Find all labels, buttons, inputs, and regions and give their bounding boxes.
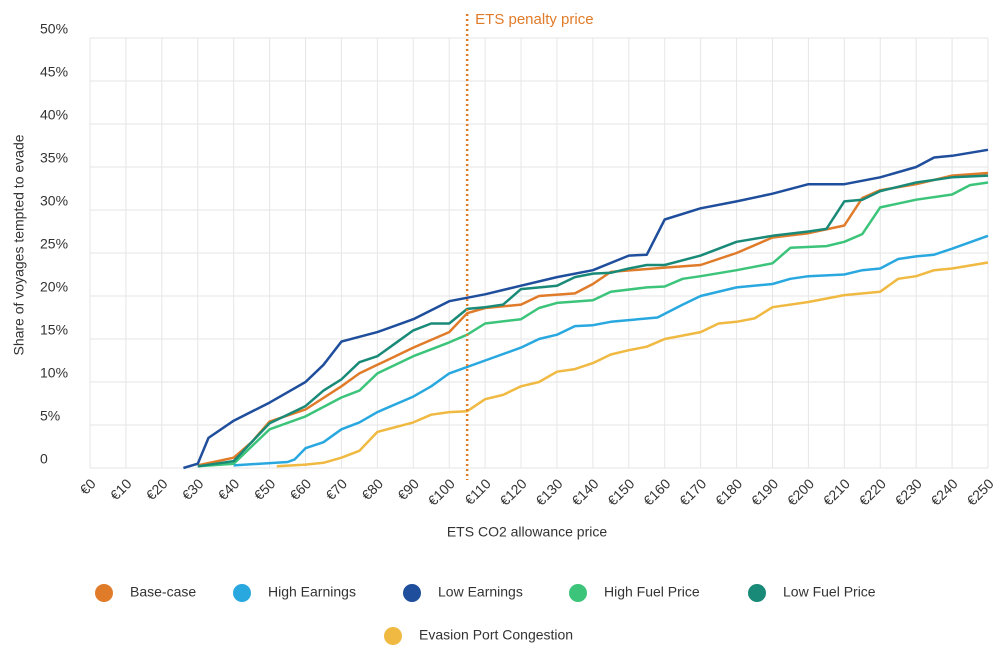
legend-label: Low Fuel Price [783,584,876,600]
x-tick-label: €20 [143,475,171,503]
x-tick-label: €200 [784,475,817,508]
x-tick-label: €160 [640,475,673,508]
y-tick-label: 50% [40,21,68,37]
y-tick-label: 35% [40,150,68,166]
x-tick-label: €190 [748,475,781,508]
y-tick-label: 15% [40,322,68,338]
y-tick-label: 20% [40,279,68,295]
legend-marker [569,584,587,602]
legend-marker [748,584,766,602]
x-tick-label: €100 [425,475,458,508]
x-tick-label: €110 [461,475,494,508]
y-tick-label: 30% [40,193,68,209]
x-tick-label: €10 [107,475,135,503]
legend-label: High Fuel Price [604,584,700,600]
legend-marker [384,627,402,645]
y-tick-label: 40% [40,107,68,123]
x-tick-label: €210 [820,475,853,508]
x-tick-label: €120 [496,475,529,508]
x-tick-label: €180 [712,475,745,508]
y-axis-title: Share of voyages tempted to evade [11,134,27,355]
x-tick-label: €240 [927,475,960,508]
x-tick-label: €170 [676,475,709,508]
legend-marker [95,584,113,602]
series-line [197,171,989,467]
series-line [233,234,989,467]
y-tick-label: 5% [40,408,60,424]
series-line [197,181,989,468]
legend-label: Low Earnings [438,584,523,600]
annotation-text: ETS penalty price [475,11,593,28]
legend-marker [403,584,421,602]
x-tick-label: €230 [892,475,925,508]
series-line [183,148,989,470]
series-line [197,174,989,468]
x-tick-label: €140 [568,475,601,508]
series-line [276,261,989,468]
legend-label: Base-case [130,584,196,600]
x-tick-label: €50 [251,475,279,503]
y-tick-label: 10% [40,365,68,381]
x-tick-label: €220 [856,475,889,508]
x-tick-label: €70 [322,475,350,503]
x-tick-label: €30 [179,475,207,503]
x-axis-title: ETS CO2 allowance price [447,524,608,540]
y-tick-label: 0 [40,451,48,467]
x-tick-label: €40 [215,475,243,503]
y-tick-label: 45% [40,64,68,80]
x-tick-label: €80 [358,475,386,503]
legend-marker [233,584,251,602]
y-tick-label: 25% [40,236,68,252]
legend-label: High Earnings [268,584,356,600]
x-tick-label: €0 [76,475,98,497]
x-tick-label: €130 [532,475,565,508]
x-tick-label: €250 [963,475,996,508]
x-tick-label: €60 [286,475,314,503]
legend-label: Evasion Port Congestion [419,627,573,643]
x-tick-label: €150 [604,475,637,508]
x-tick-label: €90 [394,475,422,503]
